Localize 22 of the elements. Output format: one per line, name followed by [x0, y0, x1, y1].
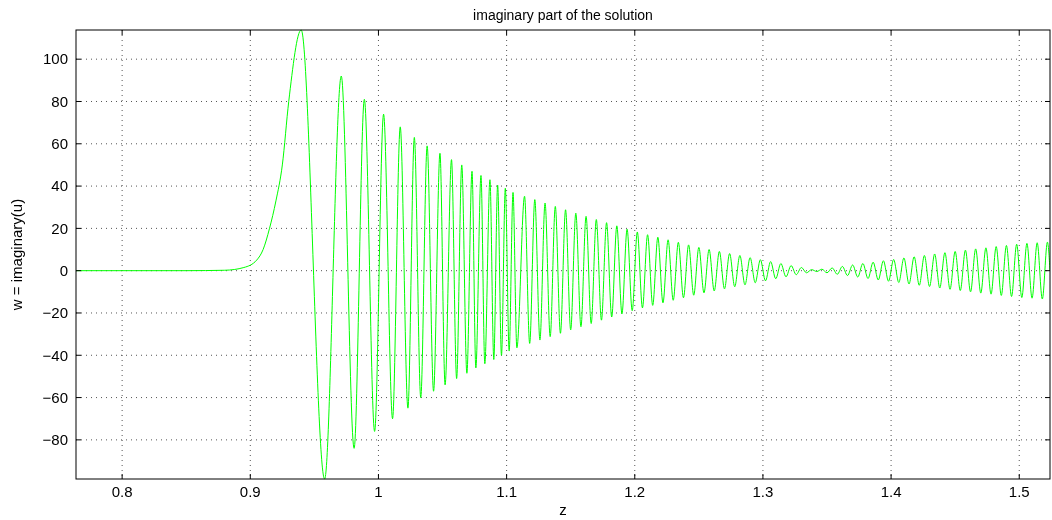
y-tick-label: 80 [51, 92, 68, 110]
y-tick-label: −40 [42, 346, 68, 364]
x-tick-label: 1.3 [752, 483, 774, 500]
x-tick-label: 1.5 [1008, 483, 1030, 500]
y-tick-label: 40 [51, 177, 68, 195]
line-series [76, 29, 1050, 480]
x-tick-label: 0.9 [239, 483, 261, 500]
x-tick-label: 1.4 [880, 483, 902, 500]
y-tick-label: −20 [42, 304, 68, 322]
x-tick-label: 0.8 [111, 483, 133, 500]
y-tick-label: 100 [42, 50, 68, 68]
y-tick-label: 20 [51, 219, 68, 237]
y-tick-label: 0 [59, 261, 68, 279]
y-axis-title: w = imaginary(u) [8, 198, 25, 312]
chart-title: imaginary part of the solution [473, 7, 653, 23]
y-tick-label: −80 [42, 431, 68, 449]
x-axis-title: z [559, 501, 567, 518]
x-tick-label: 1.2 [624, 483, 646, 500]
x-tick-label: 1.1 [496, 483, 518, 500]
x-tick-label: 1 [374, 483, 383, 500]
y-tick-label: 60 [51, 135, 68, 153]
y-tick-label: −60 [42, 388, 68, 406]
